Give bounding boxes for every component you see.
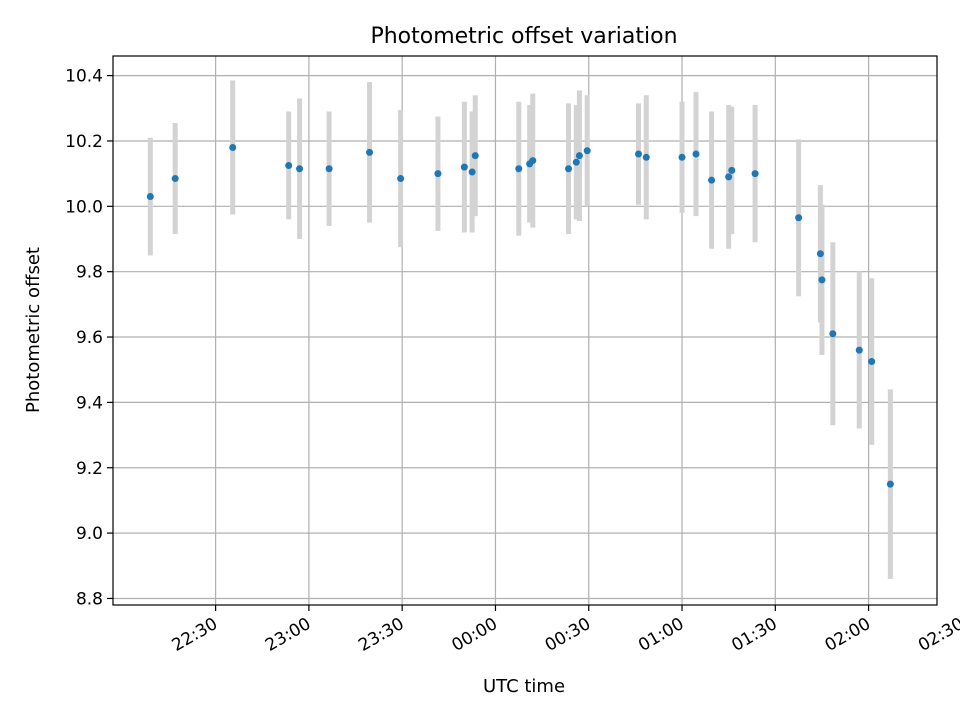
data-point [529,157,537,165]
y-tick-label: 10.2 [65,132,103,152]
data-point [575,152,583,160]
data-point [146,193,154,201]
data-point [829,330,837,338]
data-point [397,175,405,183]
data-point [565,165,573,173]
data-point [725,173,733,181]
data-point [795,214,803,222]
data-point [868,358,876,366]
data-point [583,147,591,155]
data-point [818,276,826,284]
y-tick-label: 9.2 [76,459,103,479]
chart-title: Photometric offset variation [370,24,677,49]
y-tick-label: 9.6 [76,328,103,348]
y-tick-label: 10.0 [65,197,103,217]
data-point [171,175,179,183]
y-tick-label: 9.0 [76,524,103,544]
data-point [634,150,642,158]
y-tick-label: 9.4 [76,393,103,413]
data-point [692,150,700,158]
data-point [471,152,479,160]
data-point [468,168,476,176]
data-point [325,165,333,173]
y-axis-ticks: 8.8 9.0 9.2 9.4 9.6 9.8 10.0 10.2 10.4 [65,67,113,609]
y-tick-label: 10.4 [65,67,103,87]
data-point [515,165,523,173]
data-points [146,144,894,488]
data-point [642,153,650,161]
data-point [678,153,686,161]
data-point [229,144,237,151]
y-tick-label: 9.8 [76,263,103,283]
data-point [572,158,580,166]
data-point [434,170,442,178]
data-point [886,480,894,488]
y-tick-label: 8.8 [76,589,103,609]
plot-area-frame [112,55,938,606]
data-point [855,346,863,354]
y-axis-label: Photometric offset [23,247,44,413]
data-point [366,148,374,156]
x-axis-label: UTC time [483,676,565,697]
data-point [708,176,716,184]
data-point [285,161,293,169]
data-point [460,163,468,171]
data-point [816,250,824,258]
data-point [296,165,304,173]
data-point [728,166,736,174]
data-point [751,170,759,178]
